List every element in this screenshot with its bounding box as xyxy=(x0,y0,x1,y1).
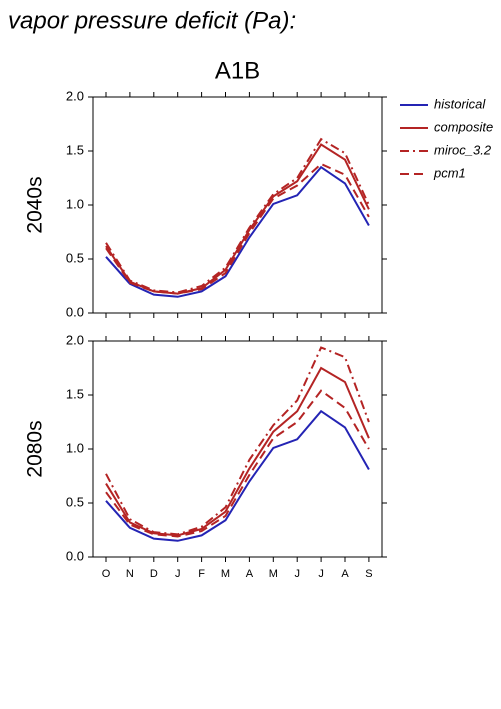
series-line xyxy=(105,162,370,295)
y-tick-label: 2.0 xyxy=(66,332,84,347)
legend-label: composite xyxy=(434,119,493,134)
legend-label: historical xyxy=(434,96,486,111)
x-tick-label: J xyxy=(318,568,324,580)
chart-title: A1B xyxy=(215,57,260,84)
series-line xyxy=(105,409,370,542)
x-tick-label: S xyxy=(365,568,372,580)
series-line xyxy=(105,389,370,538)
y-tick-label: 0.0 xyxy=(66,548,84,563)
plot-frame xyxy=(92,96,383,314)
x-tick-label: A xyxy=(341,568,349,580)
x-tick-label: M xyxy=(269,568,278,580)
series-line xyxy=(105,366,370,537)
y-tick-label: 1.5 xyxy=(66,386,84,401)
series-line xyxy=(105,137,370,294)
series-line xyxy=(105,165,370,298)
y-tick-label: 0.0 xyxy=(66,304,84,319)
y-tick-label: 0.5 xyxy=(66,494,84,509)
x-tick-label: F xyxy=(198,568,205,580)
y-axis-label: 2080s xyxy=(24,420,47,477)
x-tick-label: J xyxy=(294,568,300,580)
legend-label: miroc_3.2 xyxy=(434,142,492,157)
y-tick-label: 2.0 xyxy=(66,88,84,103)
legend-label: pcm1 xyxy=(433,165,466,180)
x-tick-label: A xyxy=(246,568,254,580)
y-tick-label: 1.0 xyxy=(66,440,84,455)
y-tick-label: 0.5 xyxy=(66,250,84,265)
x-tick-label: M xyxy=(221,568,230,580)
x-tick-label: D xyxy=(150,568,158,580)
x-tick-label: N xyxy=(126,568,134,580)
y-tick-label: 1.0 xyxy=(66,196,84,211)
y-tick-label: 1.5 xyxy=(66,142,84,157)
page-title: vapor pressure deficit (Pa): xyxy=(8,7,296,34)
y-axis-label: 2040s xyxy=(24,176,47,233)
x-tick-label: J xyxy=(175,568,181,580)
x-tick-label: O xyxy=(102,568,111,580)
series-line xyxy=(105,346,370,536)
